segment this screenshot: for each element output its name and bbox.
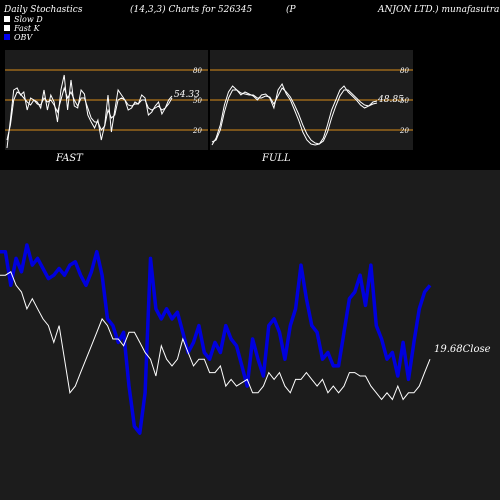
full-tick-label-80: 80 (400, 67, 409, 75)
obv-line (0, 243, 432, 435)
chart-params: (14,3,3) Charts for 526345 (130, 4, 252, 15)
full-panel: 80 50 20 48.85 FULL (210, 50, 413, 164)
fast-tick-label-80: 80 (193, 67, 202, 75)
chart-name-end: ANJON LTD.) munafasutra.in (377, 4, 500, 15)
price-label-suffix: Close (463, 344, 491, 355)
fast-panel: 80 50 20 54.33 FAST (5, 50, 208, 164)
legend: Slow D Fast K OBV (4, 15, 43, 42)
chart-name-start: (P (286, 4, 297, 15)
full-tick-label-50: 50 (400, 97, 409, 105)
obv-price-panel: 19.68Close (0, 170, 500, 500)
fast-tick-label-20: 20 (192, 127, 202, 135)
full-tick-label-20: 20 (399, 127, 409, 135)
full-d-line (211, 87, 378, 145)
fast-d-line (6, 86, 173, 141)
obv-panel-background (0, 170, 500, 500)
legend-label-obv: OBV (14, 33, 33, 42)
legend-label-fast-k: Fast K (13, 24, 41, 33)
legend-swatch-fast-k (4, 25, 10, 31)
price-label-group: 19.68Close (434, 344, 491, 355)
full-panel-label: FULL (261, 153, 291, 164)
legend-swatch-obv (4, 34, 10, 40)
full-last-value: 48.85 (377, 95, 404, 105)
chart-title: Daily Stochastics (3, 5, 83, 15)
full-k-line (211, 82, 378, 146)
fast-tick-label-50: 50 (193, 97, 202, 105)
fast-panel-label: FAST (55, 153, 84, 164)
price-label: 19.68 (434, 344, 463, 355)
price-line (0, 271, 431, 401)
legend-swatch-slow-d (4, 16, 10, 22)
fast-last-value: 54.33 (174, 90, 200, 100)
legend-label-slow-d: Slow D (14, 15, 43, 24)
